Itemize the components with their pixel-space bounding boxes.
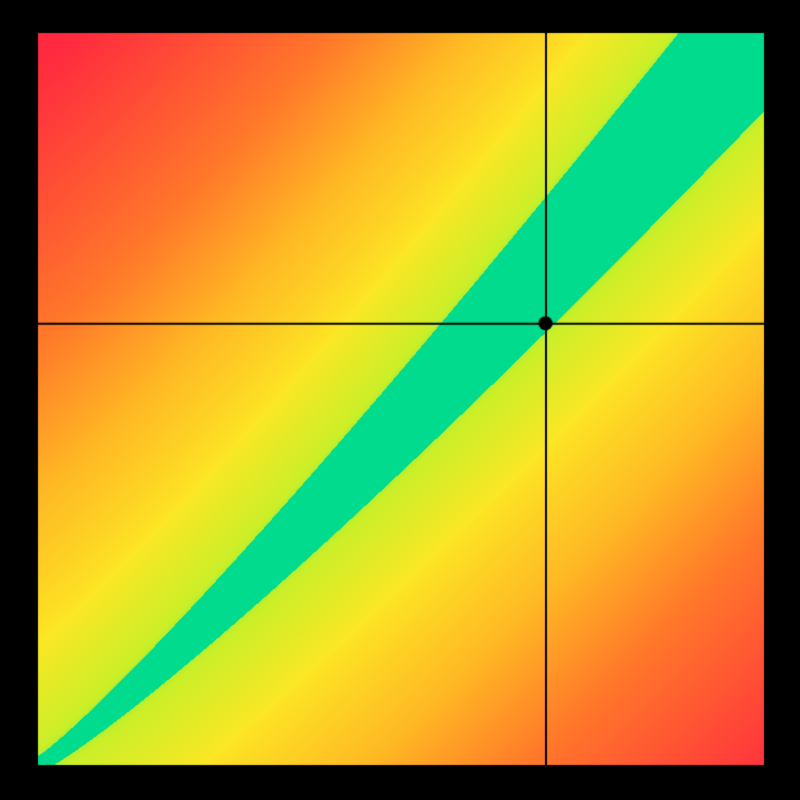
- bottleneck-heatmap: [0, 0, 800, 800]
- chart-container: TheBottleneck.com: [0, 0, 800, 800]
